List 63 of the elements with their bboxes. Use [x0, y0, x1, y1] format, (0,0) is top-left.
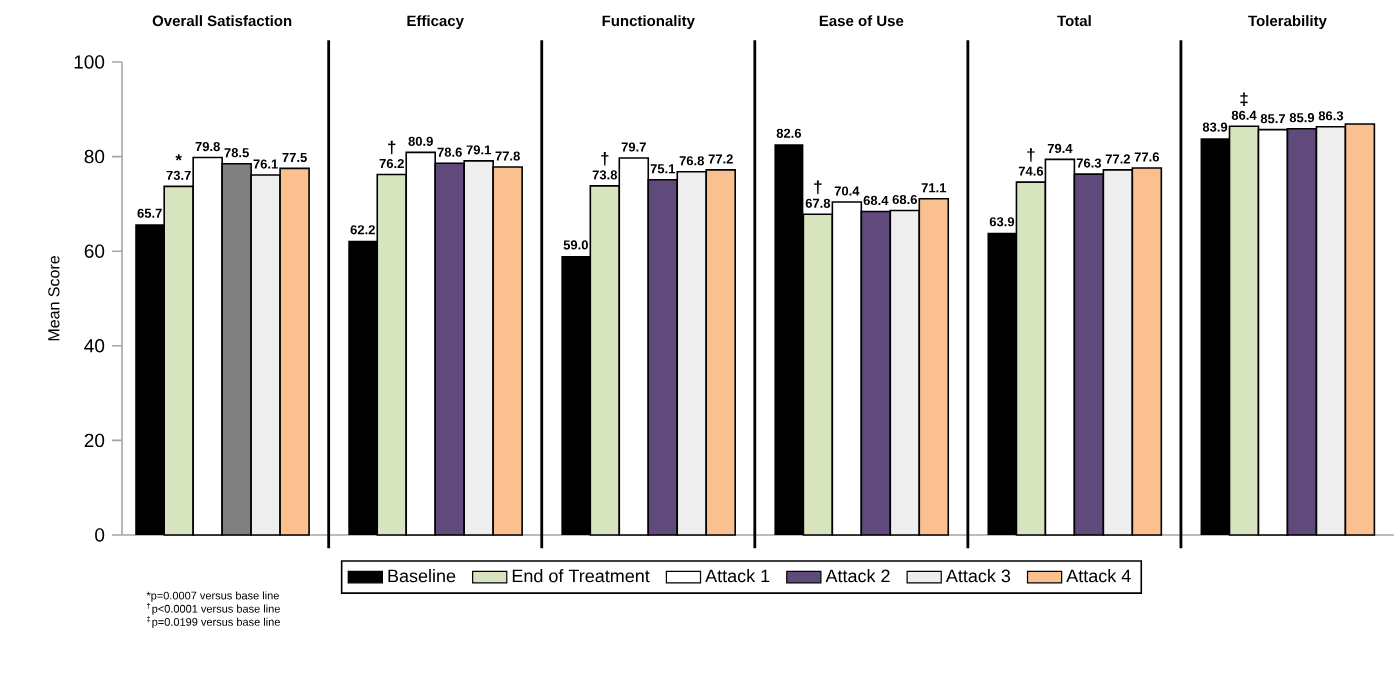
legend-label: Baseline: [388, 569, 456, 583]
x-tick-label: Tolerability: [1248, 15, 1327, 30]
annotation: †: [814, 180, 822, 194]
legend-label: Attack 4: [1066, 569, 1131, 583]
legend-label: End of Treatment: [512, 569, 650, 583]
data-label: 86.3: [1318, 111, 1344, 121]
data-label: 77.2: [708, 154, 733, 164]
data-label: 59.0: [563, 240, 588, 250]
data-label: 77.2: [1105, 154, 1130, 164]
legend-label: Attack 3: [945, 569, 1011, 583]
data-label: 79.4: [1047, 143, 1073, 154]
data-label: 77.8: [495, 151, 520, 161]
data-label: 76.3: [1076, 158, 1102, 168]
data-label: 75.1: [650, 164, 676, 174]
data-label: 78.5: [224, 148, 249, 158]
y-tick-label: 0: [95, 528, 105, 542]
x-tick-label: Functionality: [602, 15, 695, 30]
data-label: 73.7: [166, 170, 191, 180]
data-label: 63.9: [989, 217, 1015, 227]
data-label: 79.1: [466, 145, 491, 155]
annotation: †: [601, 152, 609, 166]
data-label: 79.7: [621, 142, 646, 152]
data-label: 76.1: [253, 159, 278, 169]
x-tick-label: Efficacy: [407, 15, 464, 30]
annotation: ‡: [1240, 92, 1248, 106]
text: *p=0.0007 versus base line: [146, 591, 279, 602]
data-label: 82.6: [776, 128, 802, 138]
data-label: 77.6: [1134, 152, 1160, 162]
data-label: 76.8: [679, 156, 704, 166]
y-tick-label: 20: [84, 433, 105, 448]
text: $^{‡}$p=0.0199 versus base line: [146, 616, 280, 629]
annotation: †: [1027, 148, 1035, 162]
data-label: 68.6: [892, 194, 917, 205]
annotation: *: [175, 154, 182, 161]
data-label: 83.9: [1202, 122, 1228, 132]
y-axis-title: Mean Score: [48, 256, 60, 341]
y-tick-label: 100: [74, 55, 105, 69]
x-tick-label: Total: [1057, 15, 1091, 27]
data-label: 76.2: [379, 158, 404, 169]
y-tick-label: 60: [84, 244, 105, 258]
data-label: 80.9: [408, 136, 433, 146]
data-label: 85.7: [1260, 114, 1286, 124]
data-label: 65.7: [137, 208, 162, 218]
data-label: 77.5: [282, 152, 307, 163]
legend-label: Attack 2: [825, 569, 890, 583]
data-label: 62.2: [350, 225, 375, 235]
annotation: †: [388, 140, 396, 155]
data-label: 73.8: [592, 170, 618, 180]
data-label: 67.8: [805, 198, 831, 208]
legend-label: Attack 1: [705, 569, 770, 583]
data-label: 71.1: [921, 183, 947, 193]
data-label: 79.8: [195, 141, 220, 152]
data-label: 78.6: [437, 147, 462, 157]
data-label: 68.4: [863, 195, 889, 206]
data-label: 85.9: [1289, 113, 1315, 123]
data-label: 74.6: [1018, 166, 1044, 176]
data-label: 70.4: [834, 186, 860, 196]
y-tick-label: 40: [84, 339, 105, 353]
data-label: 86.4: [1231, 110, 1257, 120]
y-tick-label: 80: [84, 149, 105, 164]
text: $^{†}$p<0.0001 versus base line: [146, 602, 280, 615]
x-tick-label: Overall Satisfaction: [152, 15, 292, 27]
x-tick-label: Ease of Use: [819, 15, 904, 27]
